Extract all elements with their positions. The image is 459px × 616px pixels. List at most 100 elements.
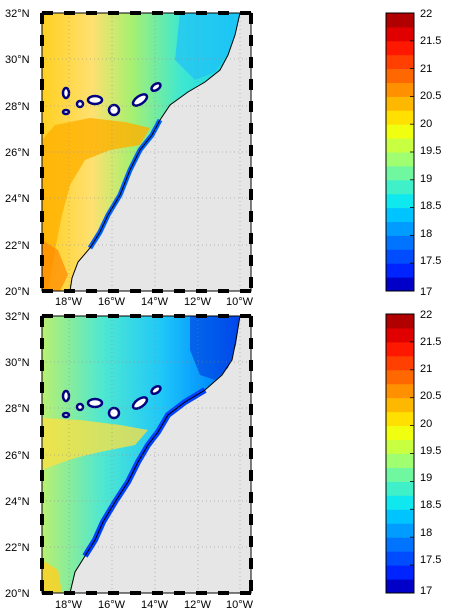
colorbar-tick-label: 21 xyxy=(420,63,432,75)
warmest-water-region xyxy=(42,240,68,291)
colorbar-tick-label: 20 xyxy=(420,418,432,430)
colorbar-tick-label: 20 xyxy=(420,118,432,130)
longitude-labels: 18°W 16°W 14°W 12°W 10°W xyxy=(55,599,254,611)
island-la-palma xyxy=(61,389,71,403)
lat-label: 22°N xyxy=(5,240,30,252)
colorbar-tick-label: 18.5 xyxy=(420,200,441,212)
colorbar-swatch xyxy=(386,263,414,278)
lat-label: 26°N xyxy=(5,147,30,159)
colorbar-tick-label: 17 xyxy=(420,286,432,298)
coastline xyxy=(69,12,241,292)
colorbar-swatch xyxy=(386,327,414,343)
grid-lines xyxy=(42,316,251,593)
cool-water-region xyxy=(175,13,240,80)
colorbar-tick-label: 19 xyxy=(420,472,432,484)
colorbar-swatch xyxy=(386,341,414,357)
latitude-labels: 32°N 30°N 28°N 26°N 24°N 22°N 20°N xyxy=(5,311,30,600)
colorbar-swatch xyxy=(386,138,414,153)
island-gran-canaria xyxy=(107,406,121,420)
lon-label: 14°W xyxy=(141,296,169,308)
lat-label: 26°N xyxy=(5,450,30,462)
island-la-gomera xyxy=(75,402,85,412)
lat-label: 30°N xyxy=(5,54,30,66)
colorbar-swatch xyxy=(386,54,414,70)
frame-edge-pattern xyxy=(40,314,253,595)
colorbar-tick-label: 22 xyxy=(420,309,432,321)
island-tenerife xyxy=(86,397,104,409)
lat-label: 22°N xyxy=(5,542,30,554)
colorbar-tick-label: 20.5 xyxy=(420,90,441,102)
colorbar-swatch xyxy=(386,152,414,167)
colorbar-swatch xyxy=(386,481,414,496)
island-la-gomera xyxy=(75,99,85,109)
frame-edge-pattern xyxy=(40,11,253,293)
colorbar-swatch xyxy=(386,68,414,83)
lon-label: 14°W xyxy=(141,599,169,611)
lat-label: 20°N xyxy=(5,588,30,600)
lat-label: 32°N xyxy=(5,8,30,20)
colorbar-swatch xyxy=(386,369,414,385)
colorbar-swatch xyxy=(386,537,414,552)
colorbar-top-labels: 22 21.5 21 20.5 20 19.5 19 18.5 18 17.5 … xyxy=(420,8,441,298)
colorbar-swatch xyxy=(386,40,414,56)
colorbar-tick-label: 21.5 xyxy=(420,35,441,47)
lat-label: 20°N xyxy=(5,286,30,298)
colorbar-swatch xyxy=(386,193,414,209)
sea-area xyxy=(42,13,240,291)
warm-coastal-patch xyxy=(42,560,62,593)
lat-label: 28°N xyxy=(5,101,30,113)
lon-label: 16°W xyxy=(98,599,126,611)
colorbar-swatch xyxy=(386,13,414,28)
colorbar-tick-label: 19 xyxy=(420,173,432,185)
lon-label: 12°W xyxy=(184,296,212,308)
colorbar-tick-label: 22 xyxy=(420,8,432,20)
lat-label: 24°N xyxy=(5,193,30,205)
lat-label: 32°N xyxy=(5,311,30,323)
colorbar-swatch xyxy=(386,579,414,594)
colorbar-tick-label: 19.5 xyxy=(420,145,441,157)
colorbar-swatch xyxy=(386,355,414,371)
colorbar-swatch xyxy=(386,551,414,566)
colorbar-tick-label: 17.5 xyxy=(420,255,441,267)
colorbar-tick-label: 17 xyxy=(420,585,432,597)
colorbar-swatch xyxy=(386,565,414,580)
colorbar-top xyxy=(385,12,415,292)
colorbar-tick-label: 17.5 xyxy=(420,554,441,566)
lon-label: 18°W xyxy=(55,599,83,611)
colorbar-swatch xyxy=(386,110,414,125)
island-el-hierro xyxy=(61,108,71,116)
coastline xyxy=(69,315,241,594)
island-la-palma xyxy=(61,86,71,100)
bottom-map: 32°N 30°N 28°N 26°N 24°N 22°N 20°N 18°W … xyxy=(5,309,441,611)
colorbar-tick-label: 18.5 xyxy=(420,499,441,511)
colorbar-bottom xyxy=(385,313,415,594)
lon-label: 10°W xyxy=(226,599,254,611)
colorbar-tick-label: 19.5 xyxy=(420,445,441,457)
colorbar-swatch xyxy=(386,314,414,329)
colorbar-swatch xyxy=(386,467,414,482)
colorbar-tick-label: 20.5 xyxy=(420,390,441,402)
colorbar-swatch xyxy=(386,439,414,454)
colorbar-swatch xyxy=(386,383,414,399)
colorbar-tick-label: 21.5 xyxy=(420,336,441,348)
lat-label: 28°N xyxy=(5,403,30,415)
island-tenerife xyxy=(86,94,104,106)
colorbar-swatch xyxy=(386,277,414,292)
warm-water-region xyxy=(42,418,148,470)
island-fuerteventura xyxy=(131,93,149,107)
lon-label: 10°W xyxy=(226,296,254,308)
cool-water-region xyxy=(190,316,240,380)
colorbar-swatch xyxy=(386,96,414,111)
colorbar-swatch xyxy=(386,397,414,413)
lat-label: 30°N xyxy=(5,357,30,369)
colorbar-swatch xyxy=(386,207,414,222)
colorbar-swatch xyxy=(386,495,414,510)
latitude-labels: 32°N 30°N 28°N 26°N 24°N 22°N 20°N xyxy=(5,8,30,298)
colorbar-swatch xyxy=(386,425,414,441)
colorbar-tick-label: 21 xyxy=(420,363,432,375)
lon-label: 16°W xyxy=(98,296,126,308)
colorbar-swatch xyxy=(386,411,414,427)
colorbar-swatch xyxy=(386,453,414,468)
lat-label: 24°N xyxy=(5,496,30,508)
